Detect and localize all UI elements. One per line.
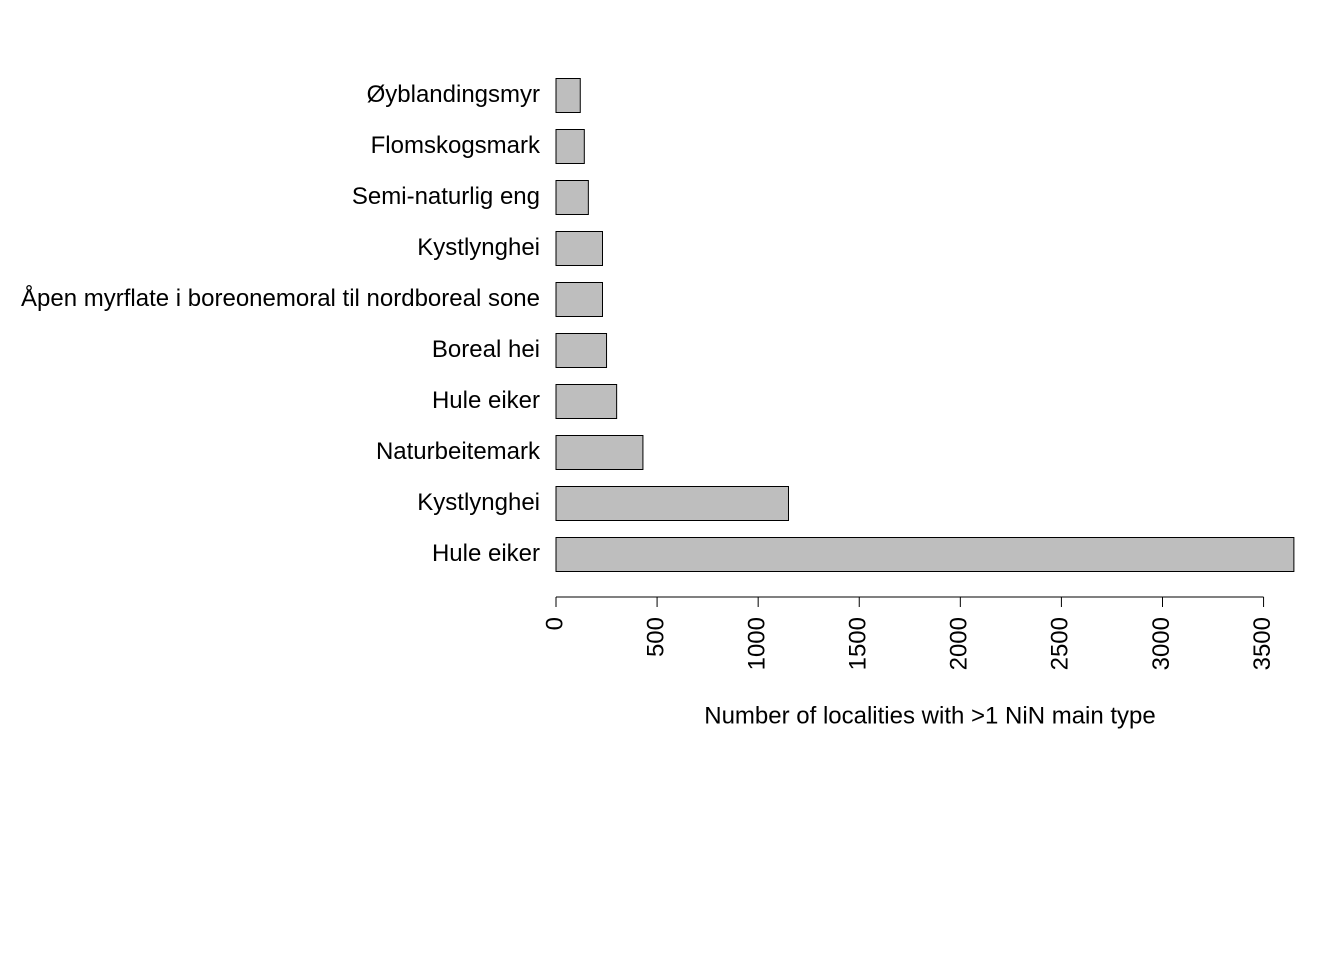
category-label: Kystlynghei <box>417 234 540 261</box>
bar <box>556 232 602 266</box>
bar <box>556 334 607 368</box>
category-label: Øyblandingsmyr <box>367 81 540 108</box>
category-label: Hule eiker <box>432 387 540 414</box>
category-label: Semi-naturlig eng <box>352 183 540 210</box>
category-label: Naturbeitemark <box>376 438 541 465</box>
bar-chart: Øyblandingsmyr Flomskogsmark Semi-naturlig… <box>0 0 1344 960</box>
x-tick-label: 3500 <box>1249 617 1276 670</box>
bar <box>556 538 1294 572</box>
bar <box>556 436 643 470</box>
x-tick-label: 3000 <box>1148 617 1175 670</box>
x-tick-label: 2000 <box>946 617 973 670</box>
x-tick-label: 1500 <box>845 617 872 670</box>
x-tick-label: 500 <box>642 617 669 657</box>
bar <box>556 79 580 113</box>
chart-container: Øyblandingsmyr Flomskogsmark Semi-naturlig… <box>0 0 1344 960</box>
bar <box>556 181 588 215</box>
category-label: Boreal hei <box>432 336 540 363</box>
bar <box>556 385 617 419</box>
category-label: Hule eiker <box>432 540 540 567</box>
x-tick-label: 2500 <box>1047 617 1074 670</box>
bar <box>556 130 584 164</box>
x-tick-label: 1000 <box>744 617 771 670</box>
chart-background <box>0 0 1344 960</box>
x-tick-label: 0 <box>541 617 568 630</box>
category-label: Åpen myrflate i boreonemoral til nordbor… <box>21 284 540 312</box>
x-axis-title: Number of localities with >1 NiN main ty… <box>704 702 1156 729</box>
bar <box>556 283 602 317</box>
bar <box>556 487 788 521</box>
category-label: Flomskogsmark <box>371 132 541 159</box>
category-label: Kystlynghei <box>417 489 540 516</box>
